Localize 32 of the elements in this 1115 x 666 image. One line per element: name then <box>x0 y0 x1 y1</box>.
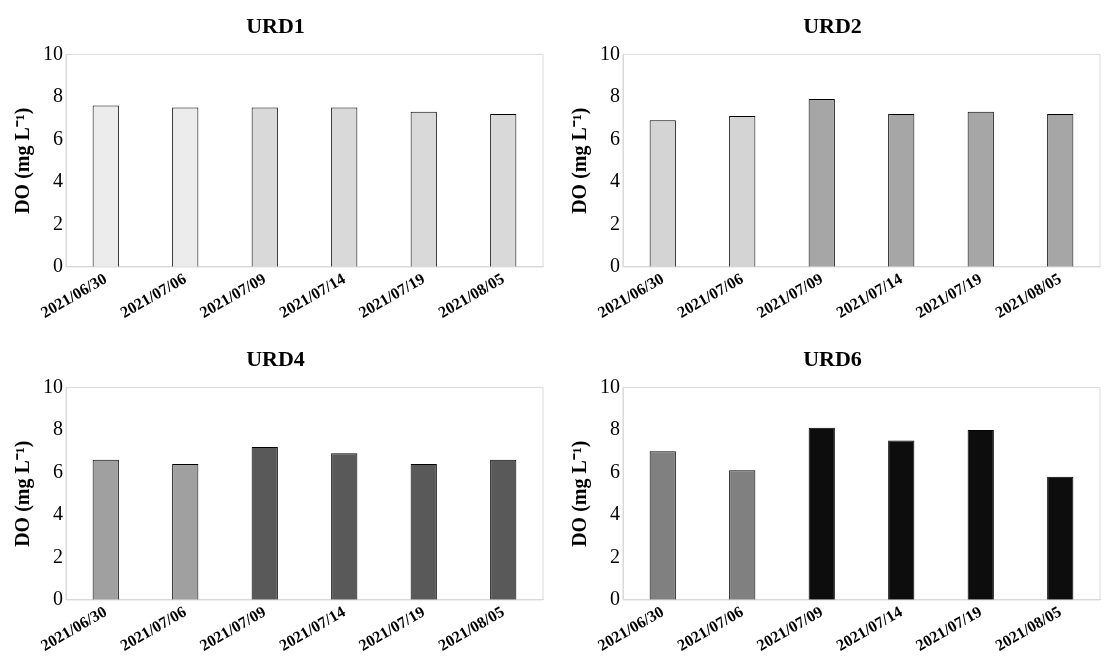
y-tick-label: 6 <box>610 459 620 482</box>
y-axis-title: DO (mg L⁻¹) <box>11 440 35 547</box>
y-tick-label: 2 <box>53 544 63 567</box>
y-axis-title: DO (mg L⁻¹) <box>568 440 592 547</box>
y-tick-label: 10 <box>43 41 63 64</box>
y-tick-label: 6 <box>610 126 620 149</box>
y-tick-label: 4 <box>610 169 620 192</box>
y-tick-label: 10 <box>600 41 620 64</box>
chart-title: URD2 <box>803 12 862 38</box>
y-axis-title: DO (mg L⁻¹) <box>568 107 592 214</box>
y-tick-label: 10 <box>600 374 620 397</box>
y-tick-label: 6 <box>53 126 63 149</box>
chart-title: URD1 <box>246 12 305 38</box>
y-tick-label: 8 <box>53 417 63 440</box>
y-tick-label: 0 <box>610 254 620 277</box>
y-tick-label: 0 <box>610 587 620 610</box>
y-axis-title: DO (mg L⁻¹) <box>11 107 35 214</box>
y-tick-label: 2 <box>610 544 620 567</box>
y-tick-label: 0 <box>53 254 63 277</box>
y-tick-label: 4 <box>610 502 620 525</box>
y-tick-label: 8 <box>53 84 63 107</box>
y-tick-label: 2 <box>53 211 63 234</box>
y-tick-label: 10 <box>43 374 63 397</box>
y-tick-label: 8 <box>610 84 620 107</box>
y-tick-label: 4 <box>53 502 63 525</box>
y-tick-label: 4 <box>53 169 63 192</box>
chart-title: URD6 <box>803 345 862 371</box>
y-tick-label: 6 <box>53 459 63 482</box>
y-tick-label: 2 <box>610 211 620 234</box>
y-tick-label: 8 <box>610 417 620 440</box>
y-tick-label: 0 <box>53 587 63 610</box>
chart-title: URD4 <box>246 345 305 371</box>
